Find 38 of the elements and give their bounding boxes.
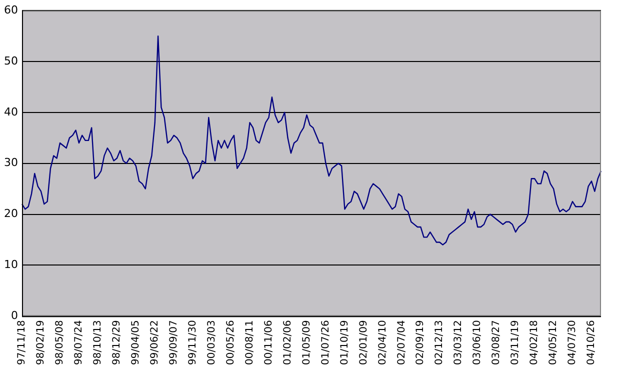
x-tick-label: 00/11/06 (263, 320, 274, 366)
y-tick-label: 60 (4, 3, 18, 16)
x-tick-label: 02/09/19 (415, 320, 426, 366)
y-tick-label: 20 (4, 207, 18, 220)
x-tick-label: 04/05/12 (548, 320, 560, 366)
x-tick-label: 99/04/05 (130, 320, 142, 366)
x-tick-label: 03/08/27 (491, 320, 502, 366)
x-tick-label: 01/05/09 (301, 320, 312, 366)
x-tick-label: 03/06/10 (472, 320, 484, 366)
x-tick-label: 99/11/30 (187, 320, 198, 366)
x-tick-label: 98/07/24 (74, 320, 85, 366)
x-tick-label: 99/06/22 (149, 320, 160, 366)
y-tick-label: 0 (10, 308, 18, 322)
x-tick-label: 98/02/19 (36, 320, 47, 366)
x-tick-label: 01/07/26 (320, 320, 332, 366)
y-tick-label: 10 (4, 258, 18, 272)
x-tick-label: 03/03/12 (453, 320, 464, 366)
x-tick-label: 01/10/19 (339, 320, 350, 366)
x-tick-label: 04/10/26 (586, 320, 598, 366)
x-tick-label: 99/09/07 (168, 320, 180, 366)
x-tick-label: 02/04/10 (377, 320, 388, 366)
x-tick-label: 97/11/18 (16, 320, 28, 366)
x-tick-label: 02/12/13 (434, 320, 446, 366)
x-tick-label: 00/03/03 (206, 320, 218, 366)
x-tick-label: 00/05/26 (225, 320, 236, 366)
x-tick-label: 02/07/04 (396, 320, 408, 366)
x-tick-label: 01/02/06 (282, 320, 294, 366)
x-tick-label: 02/01/09 (358, 320, 370, 366)
x-tick-label: 00/08/11 (244, 320, 256, 366)
x-tick-label: 04/02/18 (529, 320, 540, 366)
x-tick-label: 98/10/13 (92, 320, 104, 366)
y-tick-label: 50 (4, 54, 18, 68)
y-tick-label: 40 (4, 105, 18, 118)
x-tick-label: 04/07/30 (567, 320, 578, 366)
x-tick-label: 03/11/19 (510, 320, 522, 366)
y-tick-label: 30 (4, 156, 18, 170)
x-tick-label: 98/05/08 (54, 320, 66, 366)
x-tick-label: 98/12/29 (112, 320, 123, 366)
